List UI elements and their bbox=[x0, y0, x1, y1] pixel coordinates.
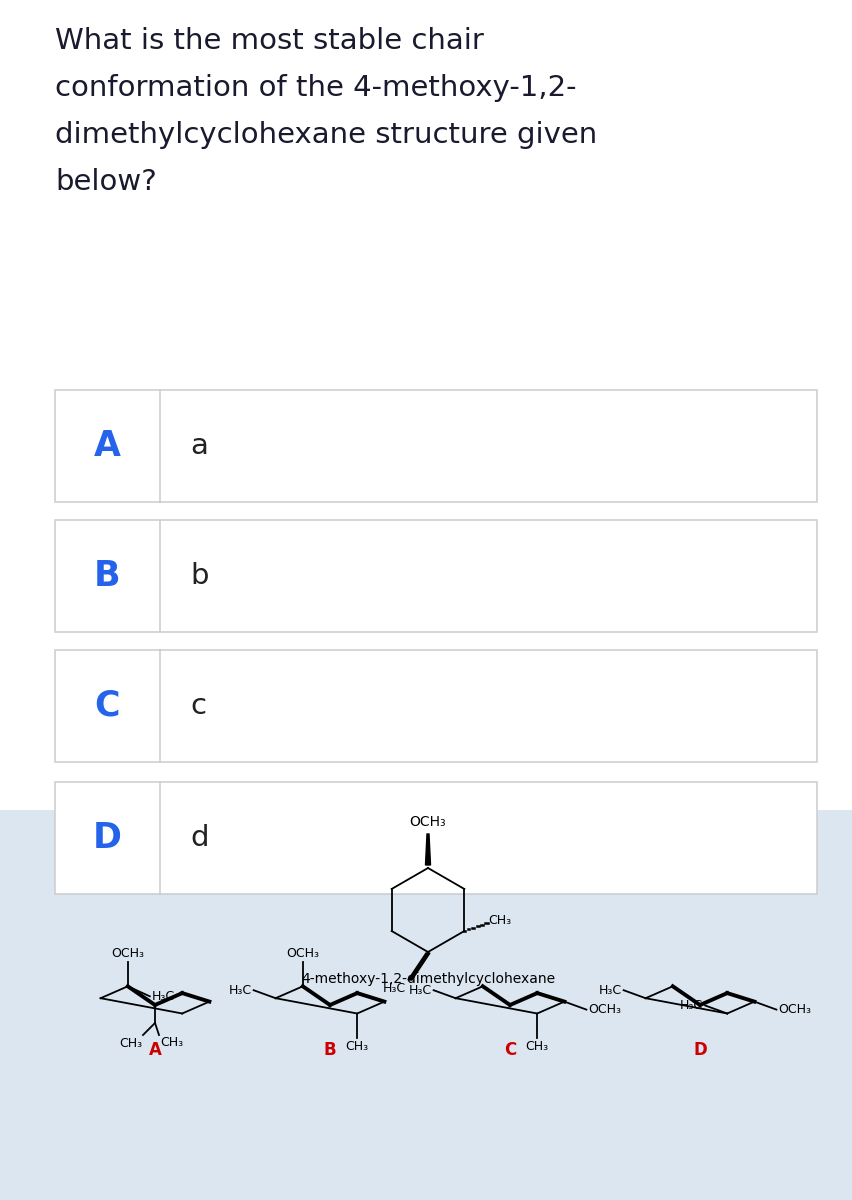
Text: a: a bbox=[190, 432, 208, 460]
Text: H₃C: H₃C bbox=[383, 982, 406, 995]
Text: dimethylcyclohexane structure given: dimethylcyclohexane structure given bbox=[55, 121, 596, 149]
Text: CH₃: CH₃ bbox=[160, 1036, 183, 1049]
Bar bbox=[0, 810, 852, 1200]
Text: A: A bbox=[94, 428, 121, 463]
Text: H₃C: H₃C bbox=[152, 990, 175, 1003]
Text: D: D bbox=[693, 1040, 706, 1058]
Bar bbox=[55, 782, 816, 894]
Bar bbox=[55, 520, 816, 632]
Text: CH₃: CH₃ bbox=[488, 914, 511, 928]
Text: B: B bbox=[323, 1040, 336, 1058]
Text: OCH₃: OCH₃ bbox=[588, 1003, 620, 1016]
Text: OCH₃: OCH₃ bbox=[778, 1003, 810, 1016]
Text: below?: below? bbox=[55, 168, 157, 196]
Bar bbox=[55, 650, 816, 762]
Polygon shape bbox=[407, 953, 429, 980]
Text: b: b bbox=[190, 562, 208, 590]
Text: d: d bbox=[190, 824, 208, 852]
Text: conformation of the 4-methoxy-1,2-: conformation of the 4-methoxy-1,2- bbox=[55, 74, 576, 102]
Text: OCH₃: OCH₃ bbox=[286, 947, 319, 960]
Polygon shape bbox=[425, 834, 430, 865]
Text: CH₃: CH₃ bbox=[345, 1039, 368, 1052]
Text: A: A bbox=[148, 1040, 161, 1058]
Text: H₃C: H₃C bbox=[679, 998, 702, 1012]
Bar bbox=[55, 390, 816, 502]
Text: OCH₃: OCH₃ bbox=[409, 815, 446, 829]
Text: H₃C: H₃C bbox=[598, 984, 621, 997]
Text: c: c bbox=[190, 692, 206, 720]
Text: B: B bbox=[94, 559, 121, 593]
Text: H₃C: H₃C bbox=[228, 984, 251, 997]
Text: OCH₃: OCH₃ bbox=[111, 947, 144, 960]
Text: C: C bbox=[504, 1040, 515, 1058]
Text: D: D bbox=[93, 821, 122, 854]
Text: H₃C: H₃C bbox=[408, 984, 431, 997]
Text: CH₃: CH₃ bbox=[118, 1037, 141, 1050]
Text: 4-methoxy-1,2-dimethylcyclohexane: 4-methoxy-1,2-dimethylcyclohexane bbox=[301, 972, 555, 986]
Text: What is the most stable chair: What is the most stable chair bbox=[55, 26, 483, 55]
Text: CH₃: CH₃ bbox=[525, 1039, 548, 1052]
Text: C: C bbox=[95, 689, 120, 722]
